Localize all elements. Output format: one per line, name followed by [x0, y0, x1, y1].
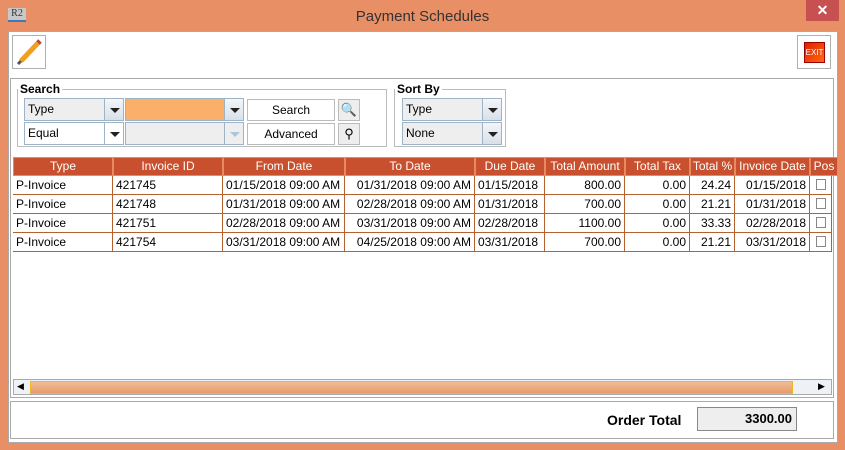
- table-cell: 03/31/2018 09:00 AM: [223, 233, 345, 252]
- column-header[interactable]: Total Amount: [545, 157, 625, 176]
- edit-button[interactable]: [12, 35, 46, 69]
- checkbox-icon[interactable]: [815, 217, 826, 228]
- table-cell: 421754: [113, 233, 223, 252]
- sort-primary-select[interactable]: Type: [402, 98, 483, 121]
- chevron-down-icon[interactable]: [482, 98, 502, 121]
- table-cell: 02/28/2018 09:00 AM: [223, 214, 345, 233]
- table-cell: P-Invoice: [13, 233, 113, 252]
- search-field-select[interactable]: Type: [24, 98, 105, 121]
- posted-checkbox[interactable]: [810, 233, 832, 252]
- sort-secondary-select[interactable]: None: [402, 122, 483, 145]
- table-cell: 0.00: [625, 195, 690, 214]
- window-title: Payment Schedules: [355, 8, 490, 25]
- table-cell: 01/31/2018: [735, 195, 810, 214]
- close-button[interactable]: ✕: [806, 0, 839, 21]
- search-group: Search: [17, 82, 387, 147]
- title-bar: R2 Payment Schedules ✕: [0, 0, 845, 32]
- search-legend: Search: [20, 82, 61, 96]
- chevron-down-icon: [224, 122, 244, 145]
- chevron-down-icon[interactable]: [104, 122, 124, 145]
- column-header[interactable]: Type: [13, 157, 113, 176]
- search-button[interactable]: Search: [247, 99, 335, 121]
- table-cell: 01/31/2018: [475, 195, 545, 214]
- table-cell: 24.24: [690, 176, 735, 195]
- column-header[interactable]: Pos: [810, 157, 838, 176]
- column-header[interactable]: Total %: [690, 157, 735, 176]
- search-operator-select[interactable]: Equal: [24, 122, 105, 145]
- sort-legend: Sort By: [397, 82, 440, 96]
- table-cell: 800.00: [545, 176, 625, 195]
- table-cell: 0.00: [625, 214, 690, 233]
- footer-panel: [10, 401, 834, 439]
- table-cell: 01/15/2018 09:00 AM: [223, 176, 345, 195]
- posted-checkbox[interactable]: [810, 195, 832, 214]
- checkbox-icon[interactable]: [815, 236, 826, 247]
- table-cell: 0.00: [625, 176, 690, 195]
- table-cell: 04/25/2018 09:00 AM: [345, 233, 475, 252]
- search-value2-select: [125, 122, 225, 145]
- column-header[interactable]: Due Date: [475, 157, 545, 176]
- table-cell: 21.21: [690, 233, 735, 252]
- table-cell: 21.21: [690, 195, 735, 214]
- search-value-select[interactable]: [125, 98, 225, 121]
- posted-checkbox[interactable]: [810, 214, 832, 233]
- scroll-left-icon[interactable]: ◀: [17, 381, 24, 391]
- sort-group: Sort By: [394, 82, 506, 147]
- table-cell: 01/15/2018: [475, 176, 545, 195]
- advanced-search-icon[interactable]: ⚲: [338, 123, 360, 145]
- column-header[interactable]: Invoice Date: [735, 157, 810, 176]
- table-cell: P-Invoice: [13, 176, 113, 195]
- scroll-right-icon[interactable]: ▶: [818, 381, 825, 391]
- table-cell: 02/28/2018 09:00 AM: [345, 195, 475, 214]
- chevron-down-icon[interactable]: [224, 98, 244, 121]
- table-cell: 421745: [113, 176, 223, 195]
- chevron-down-icon[interactable]: [482, 122, 502, 145]
- table-cell: 1100.00: [545, 214, 625, 233]
- exit-button[interactable]: EXIT: [797, 35, 831, 69]
- checkbox-icon[interactable]: [815, 179, 826, 190]
- main-panel: [10, 78, 834, 398]
- column-header[interactable]: To Date: [345, 157, 475, 176]
- order-total-label: Order Total: [607, 412, 682, 428]
- table-cell: 421748: [113, 195, 223, 214]
- advanced-button[interactable]: Advanced: [247, 123, 335, 145]
- posted-checkbox[interactable]: [810, 176, 832, 195]
- checkbox-icon[interactable]: [815, 198, 826, 209]
- scroll-thumb[interactable]: [30, 381, 793, 394]
- table-cell: 02/28/2018: [475, 214, 545, 233]
- app-icon: R2: [8, 8, 26, 22]
- table-cell: 01/31/2018 09:00 AM: [223, 195, 345, 214]
- exit-icon: EXIT: [804, 42, 825, 63]
- column-header[interactable]: From Date: [223, 157, 345, 176]
- table-cell: 03/31/2018: [475, 233, 545, 252]
- table-cell: 700.00: [545, 195, 625, 214]
- table-cell: 01/31/2018 09:00 AM: [345, 176, 475, 195]
- table-cell: 03/31/2018: [735, 233, 810, 252]
- pencil-icon: [16, 39, 42, 66]
- table-cell: 700.00: [545, 233, 625, 252]
- horizontal-scrollbar[interactable]: ◀ ▶: [13, 379, 832, 395]
- table-cell: P-Invoice: [13, 195, 113, 214]
- table-cell: 0.00: [625, 233, 690, 252]
- column-header[interactable]: Total Tax: [625, 157, 690, 176]
- table-cell: 33.33: [690, 214, 735, 233]
- table-cell: 02/28/2018: [735, 214, 810, 233]
- column-header[interactable]: Invoice ID: [113, 157, 223, 176]
- table-cell: 421751: [113, 214, 223, 233]
- table-cell: P-Invoice: [13, 214, 113, 233]
- chevron-down-icon[interactable]: [104, 98, 124, 121]
- table-cell: 03/31/2018 09:00 AM: [345, 214, 475, 233]
- payment-schedule-table: Type Invoice ID From Date To Date Due Date To…: [13, 157, 838, 379]
- order-total-value: 3300.00: [697, 407, 797, 431]
- table-cell: 01/15/2018: [735, 176, 810, 195]
- magnifier-icon[interactable]: 🔍: [338, 99, 360, 121]
